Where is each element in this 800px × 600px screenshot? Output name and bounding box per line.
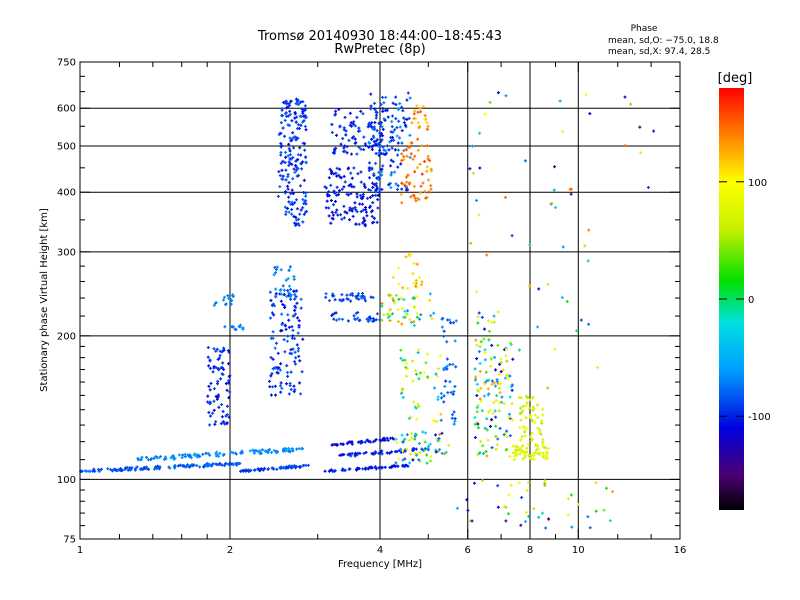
phase-stats-line-o: mean, sd,O: −75.0, 18.8 xyxy=(608,36,719,46)
y-tick-label: 400 xyxy=(57,188,76,199)
y-tick-label: 75 xyxy=(63,535,76,546)
y-tick-label: 750 xyxy=(57,58,76,69)
data-points xyxy=(79,91,656,530)
x-tick-label: 6 xyxy=(465,545,471,556)
x-tick-label: 2 xyxy=(227,545,233,556)
colorbar-tick-label: 100 xyxy=(748,178,767,189)
chart-title: Tromsø 20140930 18:44:00–18:45:43 xyxy=(257,29,502,44)
x-tick-label: 4 xyxy=(377,545,383,556)
colorbar-label: [deg] xyxy=(718,71,753,86)
x-tick-label: 8 xyxy=(527,545,533,556)
y-tick-label: 200 xyxy=(57,331,76,342)
x-tick-label: 1 xyxy=(77,545,83,556)
phase-stats-line-x: mean, sd,X: 97.4, 28.5 xyxy=(608,47,710,57)
colorbar-ticks: 100 0 -100 xyxy=(719,178,771,423)
y-tick-label: 600 xyxy=(57,104,76,115)
colorbar-tick-label: -100 xyxy=(748,412,771,423)
y-tick-label: 500 xyxy=(57,141,76,152)
y-axis-label: Stationary phase Virtual Height [km] xyxy=(39,208,50,392)
phase-stats-title: Phase xyxy=(631,24,658,34)
x-tick-label: 10 xyxy=(572,545,585,556)
axes: 1 2 4 6 8 10 16 75 100 200 300 400 500 600 750 xyxy=(57,58,686,557)
x-axis-label: Frequency [MHz] xyxy=(338,559,422,570)
plot-frame xyxy=(79,61,681,540)
x-tick-label: 16 xyxy=(674,545,687,556)
y-tick-label: 100 xyxy=(57,475,76,486)
y-tick-label: 300 xyxy=(57,247,76,258)
chart-subtitle: RwPretec (8p) xyxy=(334,42,425,57)
colorbar-tick-label: 0 xyxy=(748,295,754,306)
